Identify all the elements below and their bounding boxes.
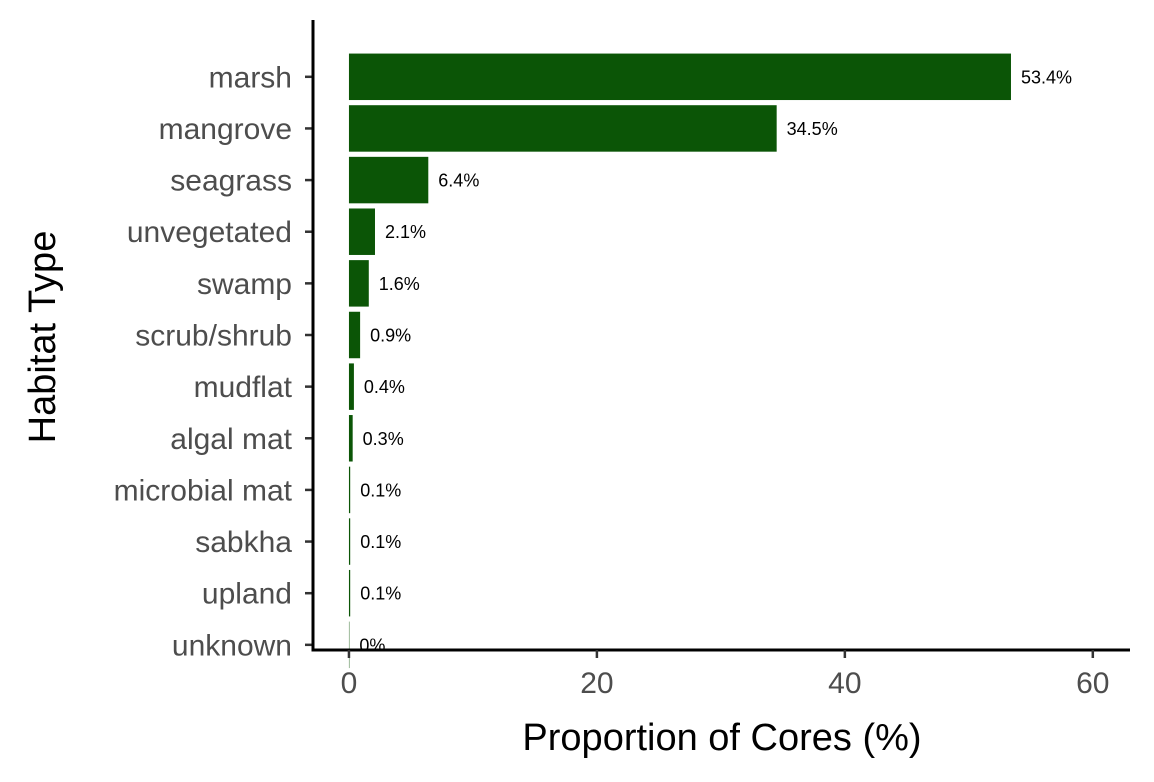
bar-scrub-shrub [348,311,361,359]
data-label-unknown: 0% [359,635,385,655]
data-labels-group: 53.4% 34.5% 6.4% 2.1% 1.6% 0.9% 0.4% 0.3% 0.1% 0.… [359,67,1072,655]
data-label-upland: 0.1% [360,584,401,604]
data-label-mangrove: 34.5% [787,119,838,139]
data-label-microbial-mat: 0.1% [360,480,401,500]
y-tick-label-mangrove: mangrove [159,113,292,146]
y-tick-label-seagrass: seagrass [170,165,292,198]
y-axis-title: Habitat Type [22,231,64,444]
y-tick-label-scrub-shrub: scrub/shrub [135,320,292,353]
data-label-unvegetated: 2.1% [385,222,426,242]
data-label-mudflat: 0.4% [364,377,405,397]
y-axis: marsh mangrove seagrass unvegetated swamp scr… [114,20,315,662]
bar-marsh [348,53,1011,101]
data-label-scrub-shrub: 0.9% [370,326,411,346]
x-tick-label-20: 20 [580,667,613,700]
bar-mangrove [348,105,777,152]
bar-seagrass [348,156,429,204]
bar-microbial-mat [348,466,351,514]
bar-upland [348,569,351,617]
data-label-swamp: 1.6% [379,274,420,294]
y-tick-label-upland: upland [202,578,292,611]
x-tick-label-40: 40 [828,667,861,700]
bar-mudflat [348,363,354,410]
x-axis-title: Proportion of Cores (%) [522,717,921,759]
y-tick-label-unknown: unknown [172,629,292,662]
x-tick-label-0: 0 [341,667,358,700]
y-tick-label-algal-mat: algal mat [170,423,292,456]
bar-sabkha [348,518,351,565]
data-label-algal-mat: 0.3% [363,429,404,449]
bars-group [348,53,1011,669]
x-axis: 0 20 40 60 [311,648,1130,700]
data-label-sabkha: 0.1% [360,532,401,552]
bar-unvegetated [348,208,375,255]
y-tick-label-swamp: swamp [197,268,292,301]
y-tick-label-mudflat: mudflat [194,371,293,404]
y-tick-label-microbial-mat: microbial mat [114,474,293,507]
x-tick-label-60: 60 [1076,667,1109,700]
data-label-marsh: 53.4% [1021,67,1072,87]
data-label-seagrass: 6.4% [438,171,479,191]
bar-swamp [348,260,369,307]
bar-algal-mat [348,415,353,462]
y-tick-label-sabkha: sabkha [195,526,292,559]
y-tick-label-marsh: marsh [209,61,292,94]
y-tick-label-unvegetated: unvegetated [127,216,292,249]
